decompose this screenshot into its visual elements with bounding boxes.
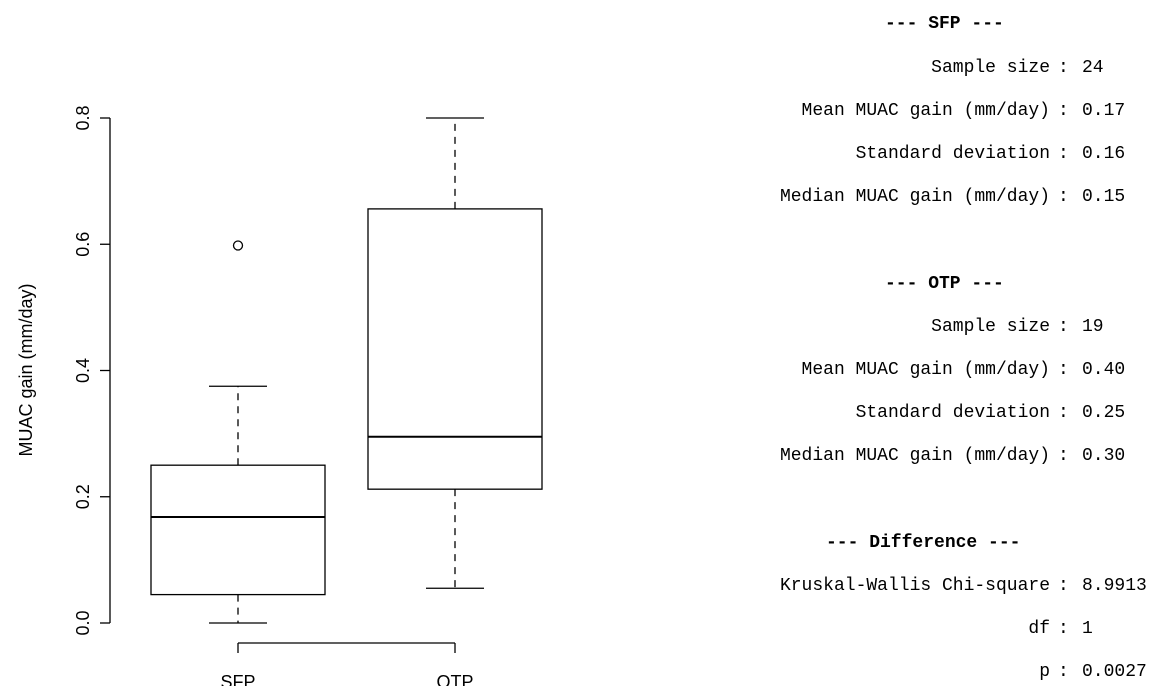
stat-label: Sample size bbox=[931, 317, 1050, 337]
stat-label: df bbox=[1028, 619, 1050, 639]
stat-label: p bbox=[1039, 662, 1050, 682]
difference-row: df : 1 bbox=[600, 619, 1168, 643]
stat-label: Standard deviation bbox=[855, 403, 1050, 423]
iqr-box bbox=[367, 208, 543, 490]
y-tick-label: 0.8 bbox=[73, 105, 93, 130]
stat-colon: : bbox=[1058, 662, 1069, 682]
box-sfp bbox=[150, 240, 326, 624]
stat-colon: : bbox=[1058, 403, 1069, 423]
stat-colon: : bbox=[1058, 101, 1069, 121]
stat-label: Mean MUAC gain (mm/day) bbox=[801, 101, 1050, 121]
stat-label: Standard deviation bbox=[855, 144, 1050, 164]
stat-label: Median MUAC gain (mm/day) bbox=[779, 446, 1050, 466]
stat-value: 0.16 bbox=[1082, 144, 1126, 164]
stat-value: 0.30 bbox=[1082, 446, 1126, 466]
box-otp bbox=[367, 117, 543, 589]
otp-heading: --- OTP --- bbox=[885, 274, 1004, 294]
stat-colon: : bbox=[1058, 58, 1069, 78]
sfp-row: Sample size : 24 bbox=[600, 58, 1168, 82]
y-tick-label: 0.0 bbox=[73, 610, 93, 635]
stat-colon: : bbox=[1058, 576, 1069, 596]
x-tick-label: OTP bbox=[436, 672, 473, 686]
stat-colon: : bbox=[1058, 317, 1069, 337]
stat-label: Kruskal-Wallis Chi-square bbox=[779, 576, 1050, 596]
otp-row: Standard deviation : 0.25 bbox=[600, 403, 1168, 427]
otp-row: Sample size : 19 bbox=[600, 317, 1168, 341]
outlier-point bbox=[232, 240, 244, 251]
stat-value: 19 bbox=[1082, 317, 1104, 337]
difference-row: Kruskal-Wallis Chi-square : 8.9913 bbox=[600, 576, 1168, 600]
stat-colon: : bbox=[1058, 187, 1069, 207]
stat-label: Sample size bbox=[931, 58, 1050, 78]
iqr-box bbox=[150, 464, 326, 596]
y-tick-label: 0.2 bbox=[73, 484, 93, 509]
boxplot-chart: 0.0 0.2 0.4 0.6 0.8 SFP OTP MUAC gain (mm/day… bbox=[16, 105, 543, 686]
difference-heading: --- Difference --- bbox=[826, 533, 1021, 553]
sfp-row: Standard deviation : 0.16 bbox=[600, 144, 1168, 168]
stat-label: Median MUAC gain (mm/day) bbox=[779, 187, 1050, 207]
stat-colon: : bbox=[1058, 619, 1069, 639]
stat-value: 24 bbox=[1082, 58, 1104, 78]
x-axis: SFP OTP bbox=[220, 642, 474, 686]
stat-colon: : bbox=[1058, 360, 1069, 380]
sfp-row: Median MUAC gain (mm/day) : 0.15 bbox=[600, 187, 1168, 211]
stat-value: 0.15 bbox=[1082, 187, 1126, 207]
y-axis-label: MUAC gain (mm/day) bbox=[16, 283, 36, 456]
otp-row: Mean MUAC gain (mm/day) : 0.40 bbox=[600, 360, 1168, 384]
stat-colon: : bbox=[1058, 446, 1069, 466]
y-axis: 0.0 0.2 0.4 0.6 0.8 bbox=[73, 105, 111, 636]
stat-value: 0.25 bbox=[1082, 403, 1126, 423]
y-tick-label: 0.4 bbox=[73, 358, 93, 383]
stat-label: Mean MUAC gain (mm/day) bbox=[801, 360, 1050, 380]
y-tick-label: 0.6 bbox=[73, 232, 93, 257]
stats-panel: --- SFP --- Sample size : 24 Mean MUAC g… bbox=[600, 0, 1168, 686]
stat-value: 8.9913 bbox=[1082, 576, 1147, 596]
sfp-heading: --- SFP --- bbox=[885, 14, 1004, 34]
stat-value: 0.40 bbox=[1082, 360, 1126, 380]
otp-row: Median MUAC gain (mm/day) : 0.30 bbox=[600, 446, 1168, 470]
stat-colon: : bbox=[1058, 144, 1069, 164]
stat-value: 0.0027 bbox=[1082, 662, 1147, 682]
sfp-row: Mean MUAC gain (mm/day) : 0.17 bbox=[600, 101, 1168, 125]
stat-value: 0.17 bbox=[1082, 101, 1126, 121]
stat-value: 1 bbox=[1082, 619, 1093, 639]
boxes bbox=[150, 117, 543, 624]
difference-row: p : 0.0027 bbox=[600, 662, 1168, 686]
x-tick-label: SFP bbox=[220, 672, 255, 686]
